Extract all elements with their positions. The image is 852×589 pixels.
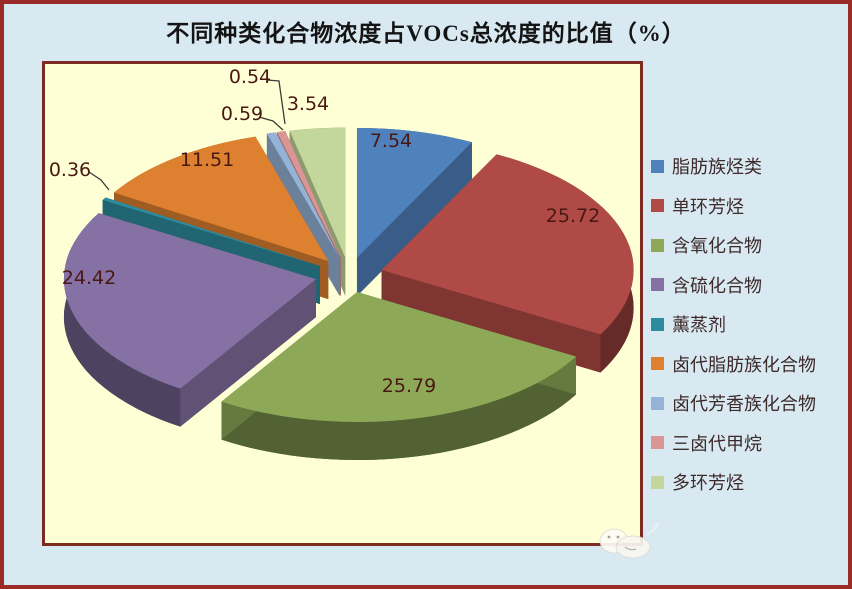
legend-swatch	[651, 159, 664, 173]
data-label-6: 0.59	[221, 103, 263, 125]
data-label-3: 24.42	[62, 267, 116, 289]
legend-item-5: 卤代脂肪族化合物	[651, 355, 847, 375]
data-label-2: 25.79	[382, 375, 436, 397]
legend-label: 含硫化合物	[672, 275, 762, 296]
legend-label: 多环芳烃	[672, 473, 744, 493]
data-label-5: 11.51	[180, 149, 234, 171]
legend-item-2: 含氧化合物	[651, 236, 847, 256]
legend-swatch	[651, 238, 664, 252]
legend-swatch	[651, 436, 664, 449]
legend-swatch	[651, 317, 664, 331]
label-leader-line	[88, 171, 110, 191]
plot-area: 7.54 25.72 25.79 24.42 0.36 11.51 0.59 0.54 3.54	[42, 61, 643, 546]
label-leader-line	[266, 79, 286, 125]
legend-label: 单环芳烃	[672, 196, 744, 217]
legend-item-3: 含硫化合物	[651, 276, 847, 296]
legend-swatch	[651, 357, 664, 370]
pie-slice-2	[221, 292, 576, 461]
pie-slice-3	[63, 213, 316, 427]
legend-label: 脂肪族烃类	[672, 157, 762, 177]
legend-item-1: 单环芳烃	[651, 197, 847, 217]
data-label-0: 7.54	[370, 130, 412, 152]
label-leader-line	[258, 116, 284, 131]
legend-label: 卤代芳香族化合物	[672, 394, 816, 414]
data-label-4: 0.36	[49, 159, 91, 181]
legend-item-8: 多环芳烃	[651, 473, 847, 493]
pie-slice-1	[381, 154, 634, 373]
legend-item-7: 三卤代甲烷	[651, 434, 847, 454]
data-label-7: 0.54	[229, 66, 271, 88]
legend-item-4: 薰蒸剂	[651, 315, 847, 335]
legend-item-6: 卤代芳香族化合物	[651, 394, 847, 414]
legend-swatch	[651, 199, 664, 212]
legend-label: 三卤代甲烷	[672, 433, 762, 454]
pie-chart: 7.54 25.72 25.79 24.42 0.36 11.51 0.59 0.54 3.54	[49, 66, 634, 461]
pie-slice-0	[356, 127, 472, 296]
legend-label: 含氧化合物	[672, 236, 762, 256]
watermark-icon	[592, 517, 662, 563]
data-label-1: 25.72	[546, 205, 600, 227]
legend: 脂肪族烃类单环芳烃含氧化合物含硫化合物薰蒸剂卤代脂肪族化合物 卤代芳香族化合物 三卤…	[651, 157, 847, 513]
legend-label: 薰蒸剂	[672, 315, 726, 335]
data-label-8: 3.54	[287, 93, 329, 115]
legend-item-0: 脂肪族烃类	[651, 157, 847, 177]
legend-swatch	[651, 278, 664, 291]
legend-swatch	[651, 475, 664, 489]
legend-label: 卤代脂肪族化合物	[672, 354, 816, 375]
legend-swatch	[651, 396, 664, 410]
chart-title: 不同种类化合物浓度占VOCs总浓度的比值（%）	[166, 21, 686, 46]
